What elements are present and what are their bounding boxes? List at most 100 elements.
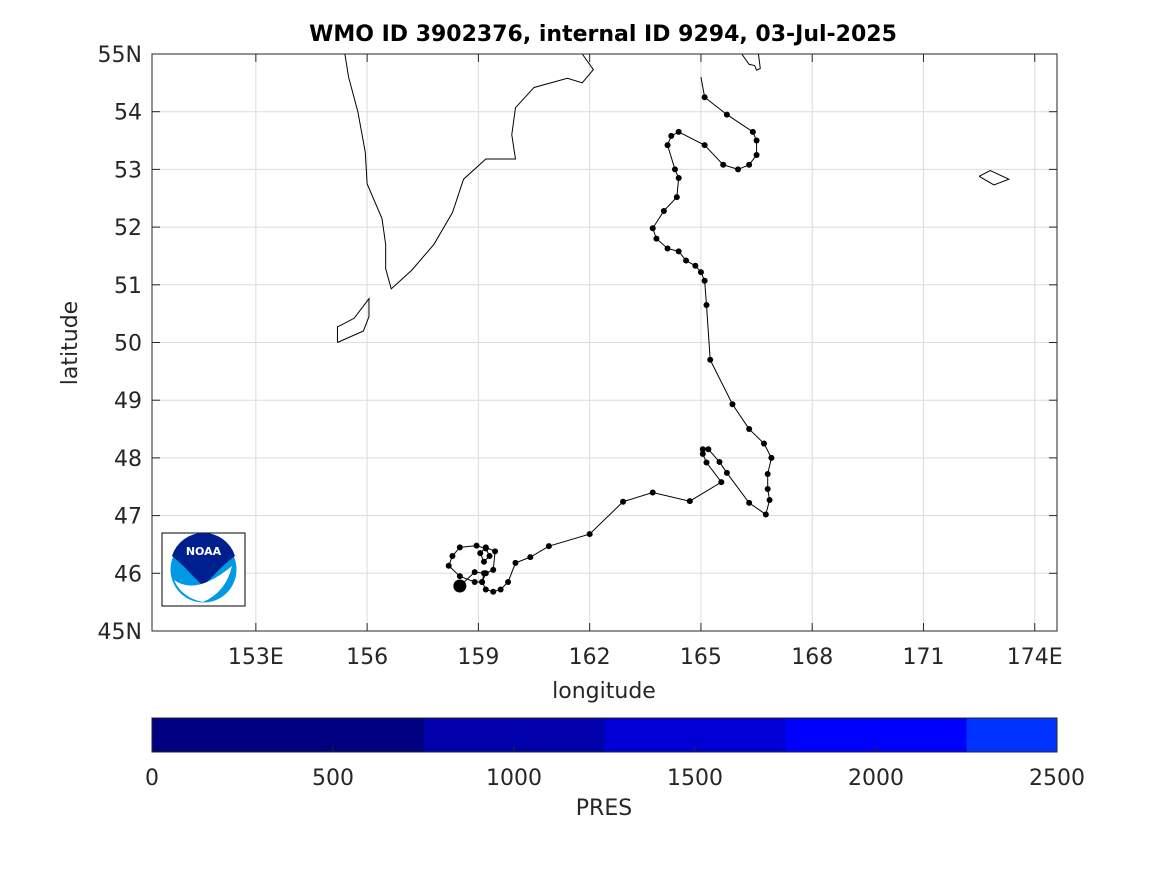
profile-point-12 [664, 142, 671, 149]
x-tick-label-0: 153E [228, 645, 284, 670]
coastline-3 [978, 169, 1011, 186]
float-track [445, 76, 775, 595]
y-axis: 45N 46 47 48 49 50 51 52 53 54 55N [98, 43, 1057, 645]
colorbar-segment-4 [966, 718, 1057, 752]
profile-point-31 [764, 471, 771, 478]
profile-point-56 [490, 566, 497, 573]
profile-point-53 [482, 586, 489, 593]
profile-point-57 [492, 548, 499, 555]
profile-point-8 [720, 161, 727, 168]
profile-point-68 [471, 578, 478, 585]
profile-point-59 [477, 550, 484, 557]
profile-point-37 [716, 458, 723, 465]
profile-point-36 [723, 469, 730, 476]
y-tick-label-9: 54 [114, 101, 142, 126]
profile-point-5 [753, 151, 760, 158]
coastline-0 [344, 53, 595, 290]
colorbar-frame [151, 717, 1058, 753]
profile-point-48 [527, 554, 534, 561]
profile-point-67 [456, 573, 463, 580]
profile-point-46 [586, 531, 593, 538]
profile-point-10 [675, 128, 682, 135]
profile-point-70 [480, 570, 487, 577]
colorbar-tick-label-1: 500 [312, 766, 354, 791]
y-tick-label-7: 52 [114, 216, 142, 241]
colorbar-tick-label-3: 1500 [667, 766, 723, 791]
last-position-marker [453, 579, 467, 593]
profile-point-33 [766, 497, 773, 504]
profile-point-50 [505, 578, 512, 585]
profile-point-45 [620, 498, 627, 505]
profile-point-60 [480, 558, 487, 565]
profile-point-15 [673, 194, 680, 201]
profile-point-16 [660, 207, 667, 214]
y-tick-label-0: 45N [98, 620, 142, 645]
profile-point-40 [699, 450, 706, 457]
profile-point-7 [735, 166, 742, 173]
colorbar-label: PRES [576, 796, 632, 821]
profile-point-52 [490, 588, 497, 595]
colorbar-segment-0 [152, 718, 424, 752]
y-tick-label-6: 51 [114, 274, 142, 299]
profile-point-61 [486, 552, 493, 559]
profile-point-63 [473, 542, 480, 549]
profile-point-34 [762, 511, 769, 518]
x-tick-label-7: 174E [1007, 645, 1063, 670]
noaa-logo-text: NOAA [186, 545, 222, 558]
profile-point-44 [649, 489, 656, 496]
x-tick-label-5: 168 [791, 645, 833, 670]
profile-point-39 [699, 446, 706, 453]
y-tick-label-10: 55N [98, 43, 142, 68]
coastline-1 [336, 297, 370, 343]
x-tick-label-4: 165 [680, 645, 722, 670]
profile-point-17 [649, 225, 656, 232]
profile-point-43 [686, 498, 693, 505]
colorbar-axis: 0 500 1000 1500 2000 2500 [145, 746, 1085, 791]
profile-point-13 [671, 166, 678, 173]
colorbar-tick-label-0: 0 [145, 766, 159, 791]
profile-point-3 [749, 128, 756, 135]
y-tick-label-4: 49 [114, 389, 142, 414]
profile-point-64 [456, 544, 463, 551]
profile-point-47 [545, 543, 552, 550]
profile-point-41 [703, 459, 710, 466]
profile-point-23 [697, 269, 704, 276]
profile-point-9 [701, 142, 708, 149]
profile-point-20 [675, 248, 682, 255]
profile-point-24 [701, 277, 708, 284]
profile-point-69 [479, 578, 486, 585]
profile-point-4 [753, 137, 760, 144]
profile-point-22 [692, 262, 699, 269]
profile-point-32 [764, 486, 771, 493]
profile-point-25 [703, 301, 710, 308]
x-tick-label-2: 159 [457, 645, 499, 670]
figure-title: WMO ID 3902376, internal ID 9294, 03-Jul… [309, 22, 897, 47]
y-tick-label-3: 48 [114, 447, 142, 472]
y-axis-label: latitude [58, 301, 83, 385]
profile-point-38 [705, 446, 712, 453]
profile-point-71 [471, 569, 478, 576]
profile-point-1 [701, 94, 708, 101]
profile-point-51 [497, 586, 504, 593]
profile-point-19 [664, 245, 671, 252]
x-tick-label-1: 156 [346, 645, 388, 670]
profile-point-18 [653, 235, 660, 242]
colorbar [152, 718, 1057, 752]
profile-point-30 [768, 454, 775, 461]
profile-point-26 [707, 356, 714, 363]
coastline-2 [741, 53, 761, 71]
noaa-logo: NOAA [161, 532, 246, 607]
x-tick-label-3: 162 [569, 645, 611, 670]
profile-point-11 [668, 132, 675, 139]
profile-point-27 [729, 401, 736, 408]
x-tick-label-6: 171 [902, 645, 944, 670]
x-axis: 153E 156 159 162 165 168 171 174E [228, 54, 1063, 670]
profile-point-28 [746, 426, 753, 433]
y-tick-label-2: 47 [114, 505, 142, 530]
profile-point-14 [675, 175, 682, 182]
colorbar-tick-label-4: 2000 [848, 766, 904, 791]
x-axis-label: longitude [552, 679, 656, 704]
profile-point-65 [449, 552, 456, 559]
colorbar-tick-label-5: 2500 [1029, 766, 1085, 791]
